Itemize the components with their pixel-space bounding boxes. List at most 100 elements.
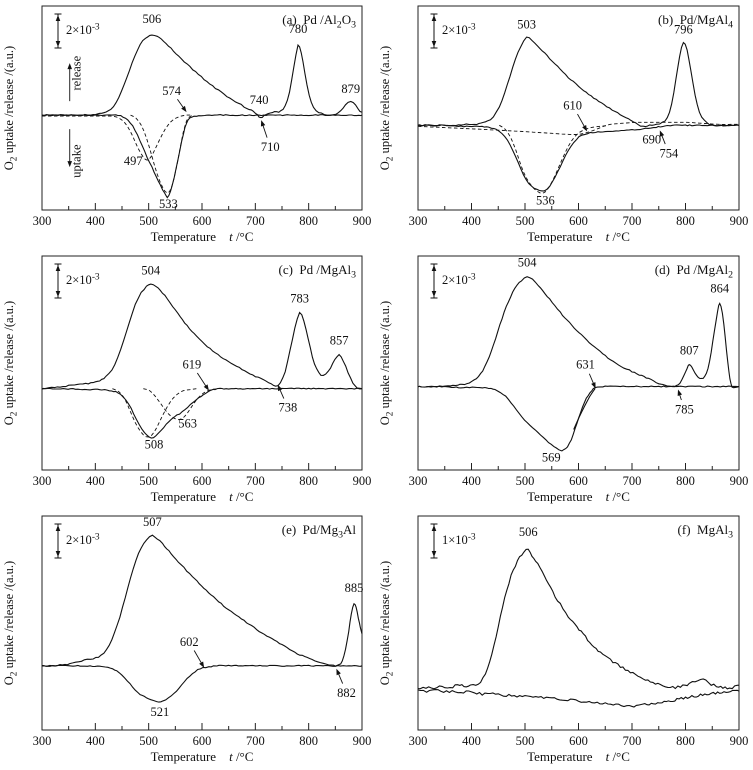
panel-c-curve-release xyxy=(41,283,363,390)
x-tick-label-900: 900 xyxy=(353,474,372,488)
panel-e: 300 400 500 600 700 800 900 Temperature t /°C O2… xyxy=(0,510,376,770)
annotation-arrow-a-574-head xyxy=(181,105,187,113)
scale-bar-arrow-down xyxy=(55,551,61,557)
x-tick-label-300: 300 xyxy=(33,214,52,228)
annotation-arrow-d-631-head xyxy=(591,382,596,389)
panel-a-curve-deconv-497 xyxy=(42,114,192,161)
direction-label-uptake: uptake xyxy=(69,144,83,178)
x-tick-label-700: 700 xyxy=(246,214,265,228)
annotation-a-497: 497 xyxy=(124,154,143,168)
panel-c: 300 400 500 600 700 800 900 Temperature t /°C O2… xyxy=(0,250,376,510)
annotation-a-710: 710 xyxy=(261,140,280,154)
panel-f-plot: 300 400 500 600 700 800 900 Temperature t /°C O2… xyxy=(378,515,749,764)
y-axis-title: O2 uptake /release /(a.u.) xyxy=(2,301,19,425)
x-tick-label-500: 500 xyxy=(139,214,158,228)
x-tick-label-800: 800 xyxy=(676,474,695,488)
panel-d-title: (d) Pd /MgAl2 xyxy=(655,262,733,280)
annotation-b-503: 503 xyxy=(517,17,536,31)
scale-bar-arrow-up xyxy=(431,265,437,271)
annotation-c-857: 857 xyxy=(330,334,349,348)
direction-arrow-uptake-head xyxy=(67,161,73,168)
annotation-d-807: 807 xyxy=(680,344,699,358)
panel-c-plot: 300 400 500 600 700 800 900 Temperature t /°C O2… xyxy=(2,255,372,504)
annotation-b-796: 796 xyxy=(674,22,693,36)
annotation-b-610: 610 xyxy=(563,98,582,112)
scale-bar-arrow-up xyxy=(55,15,61,21)
x-axis-title: Temperature t /°C xyxy=(527,749,630,764)
annotation-a-533: 533 xyxy=(159,197,178,211)
panel-b: 300 400 500 600 700 800 900 Temperature t /°C O2… xyxy=(376,0,753,250)
annotation-a-879: 879 xyxy=(341,82,360,96)
annotation-arrow-b-610-head xyxy=(582,124,588,132)
annotation-arrow-b-610 xyxy=(577,113,586,129)
x-tick-label-600: 600 xyxy=(569,214,588,228)
annotation-arrow-d-631 xyxy=(588,373,595,386)
panel-b-curve-deconv-baseline xyxy=(417,121,739,135)
y-axis-title: O2 uptake /release /(a.u.) xyxy=(2,561,19,685)
x-axis-title: Temperature t /°C xyxy=(151,229,254,244)
x-tick-label-700: 700 xyxy=(246,474,265,488)
annotation-c-508: 508 xyxy=(145,438,164,452)
annotation-c-783: 783 xyxy=(290,292,309,306)
x-axis-title: Temperature t /°C xyxy=(151,749,254,764)
x-tick-label-600: 600 xyxy=(569,734,588,748)
panel-b-curve-release xyxy=(417,36,740,128)
annotation-a-574: 574 xyxy=(162,84,182,98)
x-tick-label-800: 800 xyxy=(676,214,695,228)
x-tick-label-900: 900 xyxy=(730,474,749,488)
x-tick-label-400: 400 xyxy=(462,734,481,748)
panel-e-title: (e) Pd/Mg3Al xyxy=(282,522,357,540)
panel-b-curve-deconv-536 xyxy=(499,124,609,194)
panel-d-curve-return-branch xyxy=(573,388,596,430)
x-tick-label-500: 500 xyxy=(516,214,535,228)
annotation-d-785: 785 xyxy=(675,403,694,417)
scale-bar-arrow-down xyxy=(431,41,437,47)
x-tick-label-400: 400 xyxy=(462,474,481,488)
panel-c-curve-deconv-560 xyxy=(143,388,219,421)
x-tick-label-500: 500 xyxy=(139,734,158,748)
annotation-d-631: 631 xyxy=(576,358,595,372)
annotation-d-569: 569 xyxy=(542,451,561,465)
x-tick-label-700: 700 xyxy=(246,734,265,748)
scale-bar-arrow-down xyxy=(55,291,61,297)
y-axis-title: O2 uptake /release /(a.u.) xyxy=(378,561,395,685)
annotation-c-563: 563 xyxy=(178,417,197,431)
x-tick-label-600: 600 xyxy=(193,214,212,228)
annotation-arrow-a-710-head xyxy=(260,120,266,127)
scale-bar-label: 1×10-3 xyxy=(442,532,476,547)
x-tick-label-900: 900 xyxy=(730,734,749,748)
annotation-b-690: 690 xyxy=(642,132,661,146)
x-axis-title: Temperature t /°C xyxy=(527,229,630,244)
x-tick-label-800: 800 xyxy=(299,474,318,488)
panel-a-curve-deconv-538 xyxy=(130,114,194,194)
panel-c-title: (c) Pd /MgAl3 xyxy=(279,262,357,280)
x-axis-title: Temperature t /°C xyxy=(527,489,630,504)
panel-a-curve-release xyxy=(41,34,363,119)
direction-label-release: release xyxy=(69,55,83,90)
x-tick-label-500: 500 xyxy=(516,474,535,488)
panel-f: 300 400 500 600 700 800 900 Temperature t /°C O2… xyxy=(376,510,753,770)
annotation-arrow-b-754-head xyxy=(659,130,665,137)
panel-a-curve-uptake xyxy=(41,114,363,199)
x-tick-label-800: 800 xyxy=(299,734,318,748)
direction-arrow-release-head xyxy=(67,63,73,70)
scale-bar-label: 2×10-3 xyxy=(442,272,476,287)
scale-bar-label: 2×10-3 xyxy=(66,532,100,547)
panel-c-curve-deconv-505 xyxy=(112,388,197,438)
scale-bar-arrow-down xyxy=(431,291,437,297)
y-axis-title: O2 uptake /release /(a.u.) xyxy=(2,46,19,170)
x-tick-label-500: 500 xyxy=(139,474,158,488)
x-tick-label-300: 300 xyxy=(33,734,52,748)
annotation-b-536: 536 xyxy=(536,193,555,207)
panel-b-curve-uptake xyxy=(417,124,740,192)
scale-bar-arrow-up xyxy=(55,265,61,271)
panel-d-curve-release xyxy=(418,276,740,389)
x-tick-label-800: 800 xyxy=(676,734,695,748)
x-tick-label-900: 900 xyxy=(730,214,749,228)
panel-e-curve-release xyxy=(41,534,363,667)
panel-e-curve-uptake xyxy=(41,664,363,703)
x-tick-label-700: 700 xyxy=(623,734,642,748)
scale-bar-label: 2×10-3 xyxy=(66,272,100,287)
annotation-c-504: 504 xyxy=(141,264,161,278)
annotation-e-521: 521 xyxy=(150,705,169,719)
